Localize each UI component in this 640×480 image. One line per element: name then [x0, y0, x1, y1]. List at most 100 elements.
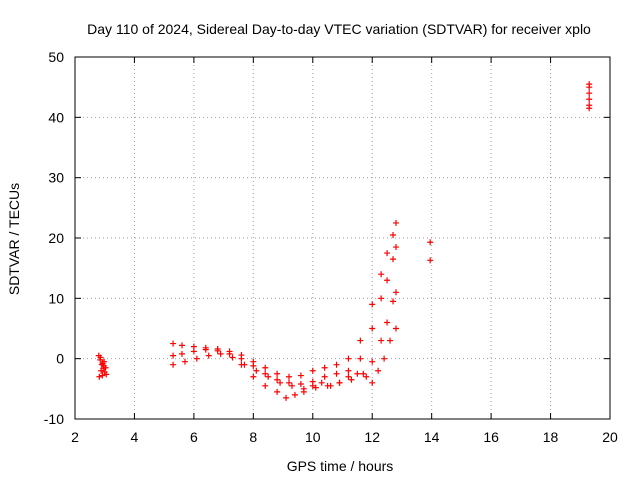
data-point — [250, 373, 257, 380]
data-point — [586, 96, 593, 103]
data-point — [387, 337, 394, 344]
series-cluster-19h — [586, 81, 593, 112]
data-point — [190, 348, 197, 355]
data-point — [369, 358, 376, 365]
data-point — [238, 361, 245, 368]
y-tick-label: 40 — [48, 109, 64, 125]
data-point — [297, 381, 304, 388]
data-point — [214, 347, 221, 354]
data-point — [363, 373, 370, 380]
x-tick-label: 12 — [364, 429, 380, 445]
data-point — [393, 325, 399, 332]
x-tick-label: 20 — [602, 429, 618, 445]
y-axis-label: SDTVAR / TECUs — [6, 183, 22, 295]
y-tick-labels: -10 0 10 20 30 40 50 — [44, 49, 64, 427]
x-tick-label: 14 — [424, 429, 440, 445]
data-point — [288, 382, 295, 389]
y-tick-label: 20 — [48, 230, 64, 246]
data-point — [265, 373, 272, 380]
data-point — [378, 295, 385, 302]
x-tick-label: 6 — [190, 429, 198, 445]
y-tick-label: 10 — [48, 290, 64, 306]
data-point — [262, 370, 269, 377]
series-arc-4 — [238, 325, 399, 401]
data-point — [96, 373, 103, 380]
data-point — [384, 319, 391, 326]
data-point — [321, 373, 328, 380]
data-points — [95, 81, 593, 401]
y-tick-label: 0 — [56, 351, 64, 367]
data-point — [375, 367, 382, 374]
data-point — [283, 394, 290, 401]
data-point — [378, 337, 385, 344]
data-point — [179, 350, 185, 357]
data-point — [393, 244, 399, 251]
data-point — [393, 289, 399, 296]
data-point — [99, 372, 106, 379]
y-tick-label: -10 — [44, 411, 64, 427]
x-tick-label: 4 — [131, 429, 139, 445]
data-point — [286, 373, 292, 380]
x-tick-label: 8 — [249, 429, 257, 445]
data-point — [390, 231, 397, 238]
data-point — [384, 277, 391, 284]
x-tick-labels: 2 4 6 8 10 12 14 16 18 20 — [71, 429, 618, 445]
data-point — [202, 346, 209, 353]
data-point — [345, 367, 352, 374]
data-point — [300, 388, 307, 395]
data-point — [427, 239, 434, 246]
data-point — [262, 364, 269, 371]
data-point — [393, 219, 399, 226]
grid — [75, 57, 610, 419]
data-point — [321, 364, 328, 371]
data-point — [98, 367, 105, 374]
data-point — [238, 355, 245, 362]
data-point — [327, 382, 334, 389]
data-point — [170, 352, 177, 359]
data-point — [103, 371, 110, 378]
data-point — [170, 340, 177, 347]
data-point — [360, 370, 367, 377]
series-isolated-14h — [427, 239, 434, 264]
x-tick-label: 18 — [543, 429, 559, 445]
data-point — [277, 379, 284, 386]
data-point — [229, 354, 236, 361]
data-point — [309, 367, 316, 374]
x-tick-label: 2 — [71, 429, 79, 445]
data-point — [274, 376, 281, 383]
data-point — [309, 382, 316, 389]
data-point — [205, 352, 212, 359]
data-point — [318, 379, 325, 386]
data-point — [390, 298, 397, 305]
data-point — [384, 250, 391, 257]
data-point — [100, 362, 107, 369]
y-tick-label: 50 — [48, 49, 64, 65]
data-point — [253, 367, 260, 374]
data-point — [97, 354, 104, 361]
data-point — [226, 350, 233, 357]
data-point — [586, 84, 593, 91]
data-point — [369, 379, 376, 386]
data-point — [381, 355, 388, 362]
data-point — [390, 256, 397, 263]
data-point — [369, 301, 376, 308]
series-arc-3 — [170, 289, 399, 392]
data-point — [286, 379, 292, 386]
series-arc-1 — [170, 219, 399, 380]
plot-frame — [74, 56, 611, 420]
data-point — [217, 350, 224, 357]
series-cluster-early — [95, 352, 110, 380]
data-point — [345, 355, 352, 362]
y-tick-label: 30 — [48, 170, 64, 186]
data-point — [333, 370, 340, 377]
data-point — [354, 370, 361, 377]
data-point — [427, 257, 434, 264]
data-point — [333, 361, 340, 368]
data-point — [170, 361, 177, 368]
data-point — [250, 362, 257, 369]
chart-title: Day 110 of 2024, Sidereal Day-to-day VTE… — [87, 21, 591, 37]
data-point — [179, 342, 185, 349]
data-point — [274, 388, 281, 395]
x-axis-label: GPS time / hours — [287, 458, 394, 474]
data-point — [193, 355, 200, 362]
